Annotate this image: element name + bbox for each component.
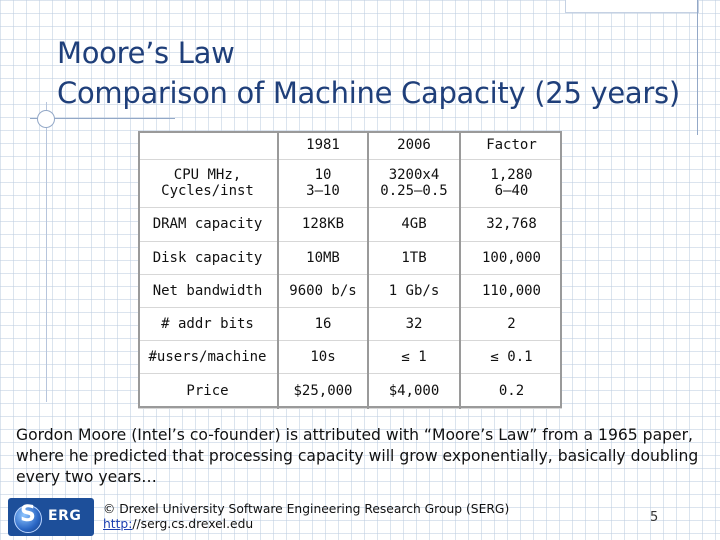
title-decoration-vertical-line	[46, 102, 47, 402]
cell-2006: $4,000	[368, 373, 461, 408]
cell-factor: ≤ 0.1	[490, 348, 533, 365]
header-cell: 2006	[368, 131, 461, 159]
logo-letter-s: S	[20, 502, 36, 527]
cell-2006: ≤ 1	[368, 340, 461, 373]
comparison-table: 1981 2006 Factor CPU MHz, Cycles/inst 10 3…	[138, 131, 562, 409]
logo-letters-erg: ERG	[48, 508, 82, 524]
slide-title-line-2: Comparison of Machine Capacity (25 years…	[57, 76, 680, 110]
serg-logo: S ERG	[8, 498, 94, 536]
cell-1981: 9600 b/s	[278, 274, 369, 307]
row-label: DRAM capacity	[138, 207, 279, 241]
corner-decoration-line	[697, 0, 698, 135]
cell-1981: 128KB	[278, 207, 369, 241]
table-row: Disk capacity 10MB 1TB 100,000	[138, 241, 562, 274]
corner-decoration-box	[565, 0, 699, 13]
page-number: 5	[650, 510, 659, 525]
row-label: Disk capacity	[138, 241, 279, 274]
row-label: Net bandwidth	[138, 274, 279, 307]
cell-factor: 2	[507, 315, 516, 332]
footer-credit: © Drexel University Software Engineering…	[103, 502, 509, 532]
header-cell: Factor	[486, 136, 537, 153]
row-label: Price	[138, 373, 279, 408]
title-decoration-circle	[37, 110, 55, 128]
cell-1981: 16	[278, 307, 369, 340]
cell-1981: 10 3—10	[278, 159, 369, 207]
table-row: #users/machine 10s ≤ 1 ≤ 0.1	[138, 340, 562, 373]
cell-factor: 0.2	[498, 382, 525, 399]
body-paragraph: Gordon Moore (Intel’s co-founder) is att…	[16, 426, 699, 486]
cell-factor: 1,280 6—40	[490, 167, 533, 199]
footer-credit-line: © Drexel University Software Engineering…	[103, 502, 510, 516]
slide-title-line-1: Moore’s Law	[57, 36, 235, 70]
cell-2006: 4GB	[368, 207, 461, 241]
cell-factor: 100,000	[481, 249, 541, 266]
cell-2006: 1TB	[368, 241, 461, 274]
table-row: CPU MHz, Cycles/inst 10 3—10 3200x4 0.25—0.…	[138, 159, 562, 207]
table-row: DRAM capacity 128KB 4GB 32,768	[138, 207, 562, 241]
table-row: Price $25,000 $4,000 0.2	[138, 373, 562, 408]
cell-2006: 1 Gb/s	[368, 274, 461, 307]
header-cell	[138, 131, 279, 159]
cell-factor: 32,768	[486, 216, 537, 232]
row-label: CPU MHz, Cycles/inst	[138, 159, 279, 207]
row-label: # addr bits	[138, 307, 279, 340]
footer-link[interactable]: http://serg.cs.drexel.edu	[103, 517, 254, 531]
cell-1981: $25,000	[278, 373, 369, 408]
cell-1981: 10MB	[278, 241, 369, 274]
table-header-row: 1981 2006 Factor	[138, 131, 562, 159]
title-decoration-line	[30, 118, 175, 119]
cell-2006: 3200x4 0.25—0.5	[368, 159, 461, 207]
table-row: # addr bits 16 32 2	[138, 307, 562, 340]
cell-1981: 10s	[278, 340, 369, 373]
row-label: #users/machine	[138, 340, 279, 373]
cell-factor: 110,000	[481, 282, 541, 299]
cell-2006: 32	[368, 307, 461, 340]
logo-badge-icon	[14, 505, 42, 533]
table-row: Net bandwidth 9600 b/s 1 Gb/s 110,000	[138, 274, 562, 307]
header-cell: 1981	[278, 131, 369, 159]
